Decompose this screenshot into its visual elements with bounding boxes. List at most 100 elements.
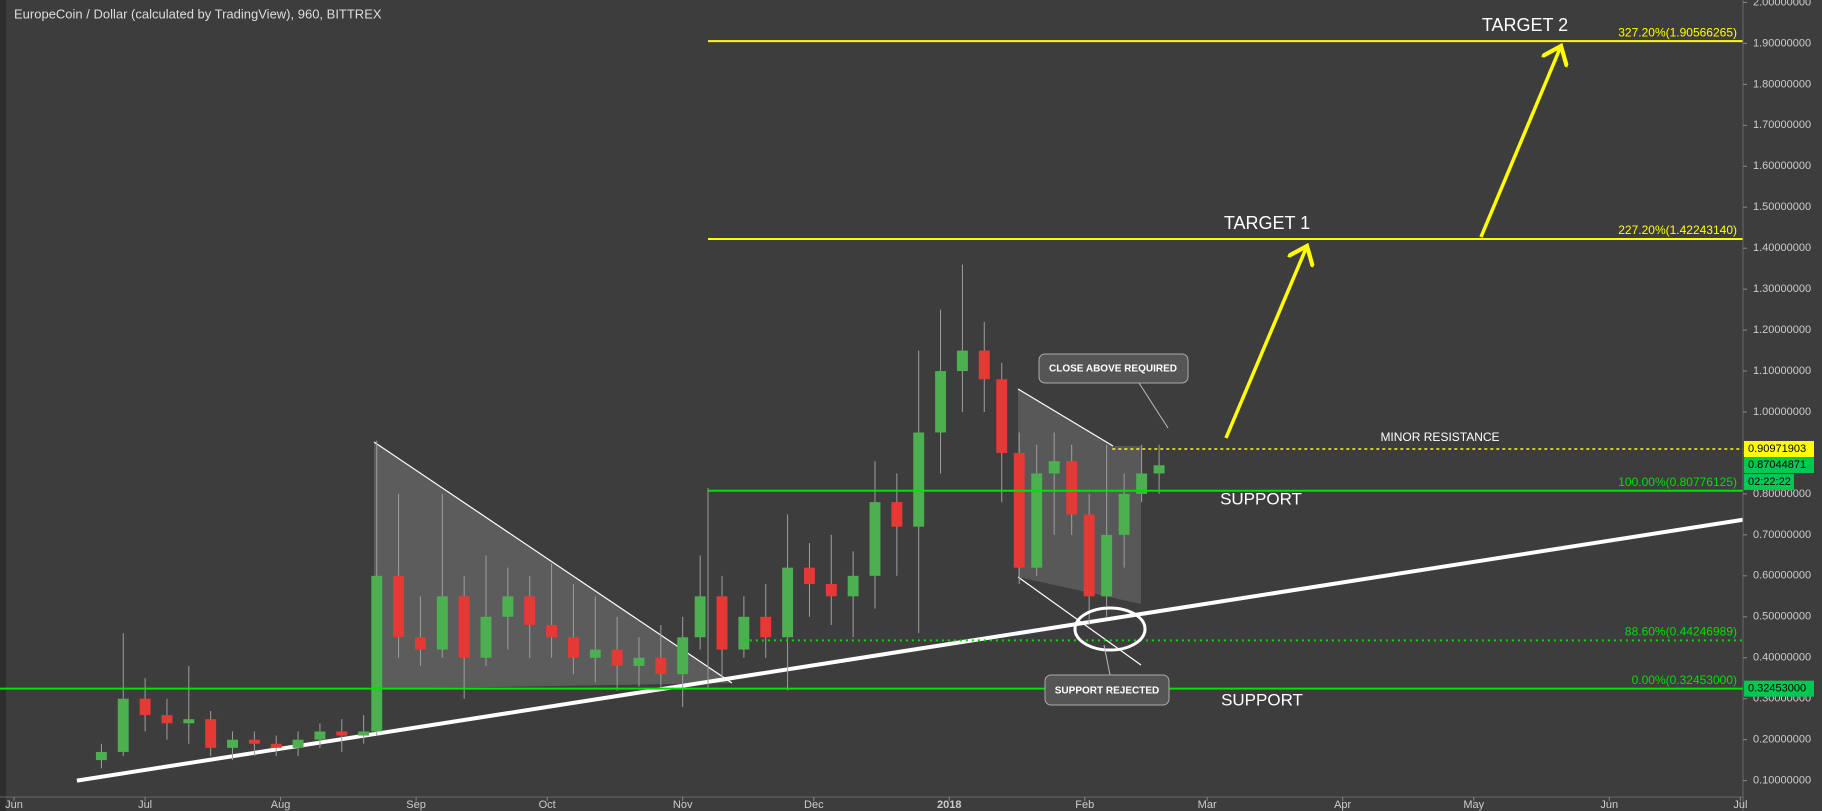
y-tick-label: 0.80000000 [1753,488,1811,500]
x-tick-label: Nov [673,799,693,811]
candle-body [760,616,772,638]
channel-top [1017,388,1114,447]
candle-body [393,575,405,638]
x-tick-label: Apr [1334,799,1351,811]
arrow-target-2 [1479,46,1561,238]
candle-body [458,596,470,658]
candle-body [825,584,837,597]
chart-title: EuropeCoin / Dollar (calculated by Tradi… [14,6,382,21]
y-tick-label: 1.90000000 [1753,37,1811,49]
axis-layer: 0.100000000.200000000.300000000.40000000… [5,0,1814,811]
candle-body [358,731,370,736]
candle-body [546,624,558,638]
candle-body [183,719,195,724]
grid-layer [76,517,1744,783]
candle-body [117,698,129,752]
price-badge [1744,457,1814,474]
level-label: 88.60%(0.44246989) [1625,625,1737,639]
candle-body [978,350,990,380]
candle-body [1048,461,1060,474]
x-tick-label: 2018 [937,799,961,811]
candle-body [524,596,536,625]
countdown-badge [1744,474,1794,491]
candle-body [161,715,173,724]
x-tick-label: Feb [1075,799,1094,811]
x-tick-label: Aug [271,799,291,811]
x-tick-label: Jun [5,799,23,811]
triangle-edge [373,441,733,684]
candle-body [611,649,623,666]
left-strip [0,0,6,811]
price-badge-label: 0.32453000 [1748,683,1806,695]
callout-tail [1103,644,1111,676]
callout-text: SUPPORT REJECTED [1055,686,1159,697]
candle-body [803,567,815,585]
candle-body [227,739,238,748]
candle-body [782,567,794,638]
level-label: 327.20%(1.90566265) [1618,25,1737,39]
callout-tail [1138,382,1169,429]
callout-box [1044,674,1170,706]
candle-body [1083,514,1095,597]
candle-body [1118,493,1130,535]
candle-body [336,731,348,736]
price-badge [1744,680,1814,697]
candle-body [677,637,689,675]
x-tick-label: May [1463,799,1484,811]
candle-body [95,751,107,761]
candle-body [738,616,750,650]
x-tick-label: Jul [138,799,152,811]
countdown-label: 02:22:22 [1748,476,1791,488]
x-tick-label: Jul [1733,799,1747,811]
level-label: 100.00%(0.80776125) [1618,475,1737,489]
y-tick-label: 0.50000000 [1753,611,1811,623]
y-tick-label: 1.70000000 [1753,119,1811,131]
candle-body [502,596,514,617]
candle-body [655,657,667,675]
y-tick-label: 0.40000000 [1753,652,1811,664]
candle-body [314,731,326,740]
x-tick-label: Jun [1600,799,1618,811]
y-tick-label: 0.10000000 [1753,775,1811,787]
y-tick-label: 1.50000000 [1753,201,1811,213]
candle-body [847,575,859,597]
callout-text: CLOSE ABOVE REQUIRED [1049,364,1177,375]
x-tick-label: Mar [1198,799,1217,811]
candle-body [292,739,304,748]
candle-body [716,596,728,650]
candle-body [139,698,151,716]
level-label: 227.20%(1.42243140) [1618,223,1737,237]
candle-body [567,637,579,658]
candle-body [1153,465,1165,474]
candle-body [935,371,947,433]
candle-layer [95,264,1165,769]
candle-body [371,575,383,732]
y-tick-label: 0.60000000 [1753,570,1811,582]
annotation: TARGET 1 [1224,213,1310,233]
candle-body [694,596,706,638]
candle-body [589,649,601,658]
x-tick-label: Dec [804,799,824,811]
callout-box [1038,353,1189,384]
price-badge-label: 0.87044871 [1748,459,1806,471]
candle-body [891,502,903,527]
y-tick-label: 1.60000000 [1753,160,1811,172]
y-tick-label: 1.00000000 [1753,406,1811,418]
candle-body [414,637,426,650]
annotation: SUPPORT [1220,489,1302,508]
candle-body [1101,534,1113,597]
annotation: TARGET 2 [1482,15,1568,35]
candle-body [1066,461,1078,515]
candle-body [869,502,881,576]
y-tick-label: 1.20000000 [1753,324,1811,336]
candle-body [996,379,1008,453]
x-tick-label: Sep [406,799,426,811]
candle-body [436,596,448,650]
candle-body [1136,473,1148,494]
level-layer: 327.20%(1.90566265) 227.20%(1.42243140) 10… [0,25,1743,690]
y-tick-label: 0.70000000 [1753,529,1811,541]
candle-body [913,432,925,527]
y-tick-label: 2.00000000 [1753,0,1811,8]
x-tick-label: Oct [539,799,556,811]
